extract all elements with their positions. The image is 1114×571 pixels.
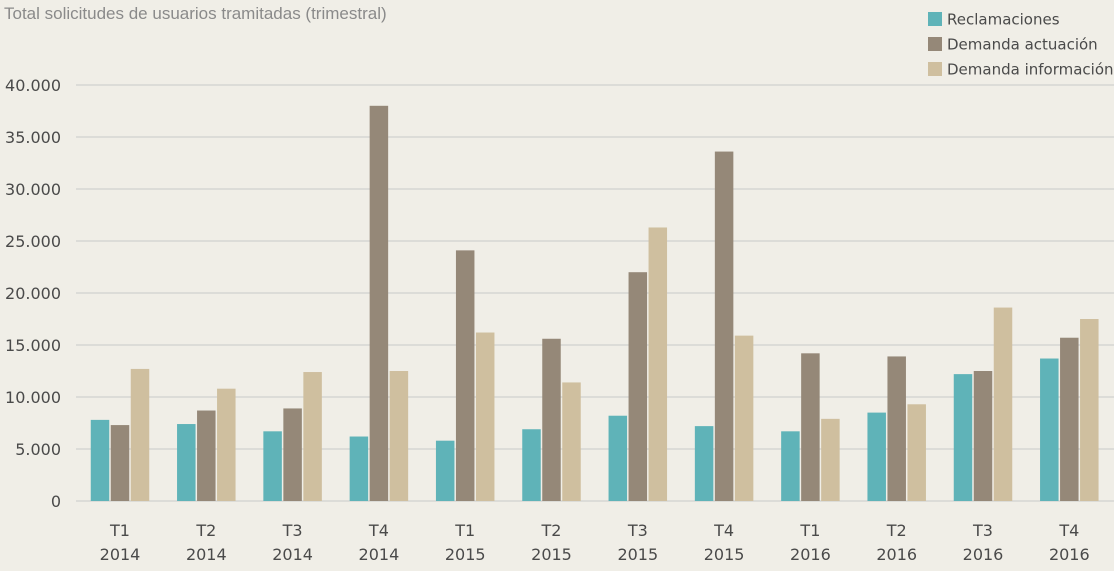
bar xyxy=(522,429,541,501)
x-tick-label: T2 xyxy=(541,521,562,540)
bar xyxy=(648,227,668,502)
x-tick-label: T3 xyxy=(972,521,993,540)
bar xyxy=(303,372,322,501)
bar xyxy=(263,431,282,501)
bar xyxy=(197,410,216,501)
bars xyxy=(90,105,1099,502)
bar xyxy=(283,408,302,501)
bar xyxy=(349,436,369,501)
x-tick-label: 2014 xyxy=(272,545,313,564)
x-tick-label: 2016 xyxy=(876,545,917,564)
y-tick-label: 0 xyxy=(51,492,61,511)
x-tick-label: T3 xyxy=(282,521,303,540)
bar xyxy=(455,250,475,501)
x-tick-label: T4 xyxy=(368,521,389,540)
x-tick-label: T1 xyxy=(109,521,130,540)
x-tick-label: T4 xyxy=(1058,521,1079,540)
x-tick-label: 2015 xyxy=(704,545,745,564)
legend-swatch xyxy=(928,62,942,76)
legend-swatch xyxy=(928,12,942,26)
x-tick-label: T1 xyxy=(799,521,820,540)
grid-lines xyxy=(76,84,1114,502)
legend-swatch xyxy=(928,37,942,51)
bar xyxy=(110,425,130,501)
bar xyxy=(821,418,840,501)
x-tick-label: 2015 xyxy=(617,545,658,564)
x-tick-label: T3 xyxy=(627,521,648,540)
legend-label: Reclamaciones xyxy=(947,11,1060,29)
bar xyxy=(435,440,455,501)
x-tick-label: 2015 xyxy=(445,545,486,564)
bar xyxy=(714,151,734,501)
x-tick-label: T2 xyxy=(195,521,216,540)
bar xyxy=(694,426,714,501)
y-tick-label: 40.000 xyxy=(5,76,61,95)
bar xyxy=(217,388,236,501)
bar xyxy=(801,353,820,501)
y-tick-label: 30.000 xyxy=(5,180,61,199)
bar xyxy=(542,338,561,501)
x-tick-label: 2014 xyxy=(359,545,400,564)
bar xyxy=(907,404,926,501)
y-tick-label: 35.000 xyxy=(5,128,61,147)
x-axis: T1 2014 T2 2014 T3 2014 T4 2014 T1 2015 T2 2015 T3 20… xyxy=(100,521,1090,564)
x-tick-label: 2016 xyxy=(1049,545,1090,564)
y-tick-label: 10.000 xyxy=(5,388,61,407)
bar xyxy=(887,356,906,501)
chart-title: Total solicitudes de usuarios tramitadas… xyxy=(4,4,387,23)
bar xyxy=(369,105,389,502)
x-tick-label: T1 xyxy=(454,521,475,540)
x-tick-label: 2014 xyxy=(100,545,141,564)
bar xyxy=(1080,319,1099,501)
legend-label: Demanda información xyxy=(947,61,1114,79)
bar xyxy=(1060,337,1079,501)
bar xyxy=(177,424,196,501)
x-tick-label: 2016 xyxy=(963,545,1004,564)
x-tick-label: 2014 xyxy=(186,545,227,564)
bar xyxy=(475,332,495,501)
bar xyxy=(867,412,886,501)
bar xyxy=(781,431,800,501)
y-axis: 0 5.000 10.000 15.000 20.000 25.000 30.000 35.0… xyxy=(5,76,61,511)
legend-label: Demanda actuación xyxy=(947,36,1098,54)
bar xyxy=(562,382,581,501)
x-tick-label: T2 xyxy=(886,521,907,540)
x-tick-label: 2015 xyxy=(531,545,572,564)
legend: Reclamaciones Demanda actuación Demanda in… xyxy=(928,11,1114,79)
y-tick-label: 20.000 xyxy=(5,284,61,303)
x-tick-label: T4 xyxy=(713,521,734,540)
y-tick-label: 15.000 xyxy=(5,336,61,355)
bar xyxy=(973,371,993,501)
y-tick-label: 5.000 xyxy=(15,440,61,459)
bar xyxy=(608,415,628,501)
bar xyxy=(953,374,973,501)
bar xyxy=(993,307,1013,501)
bar xyxy=(1040,358,1059,501)
bar xyxy=(734,335,754,501)
x-tick-label: 2016 xyxy=(790,545,831,564)
y-tick-label: 25.000 xyxy=(5,232,61,251)
bar xyxy=(628,272,648,501)
bar xyxy=(90,419,110,501)
bar xyxy=(130,368,150,501)
bar xyxy=(389,371,409,501)
